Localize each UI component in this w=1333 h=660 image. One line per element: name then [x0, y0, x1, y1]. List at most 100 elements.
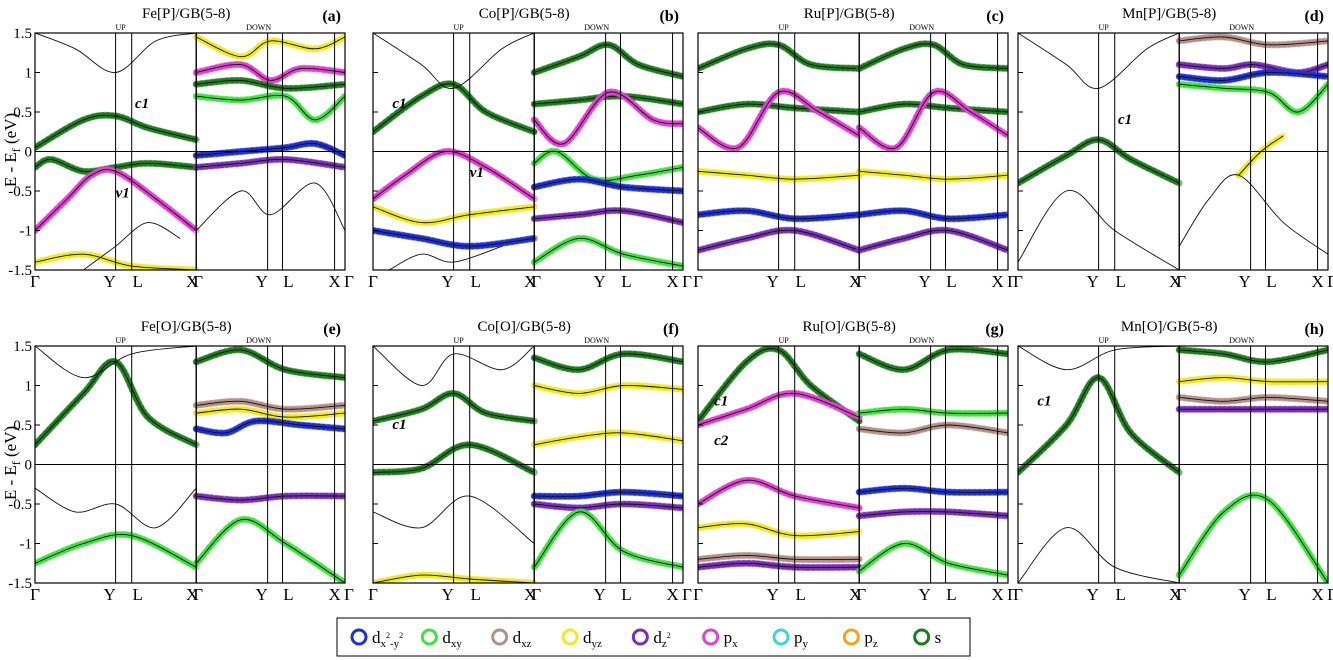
- kpoint-label: Y: [1086, 272, 1098, 291]
- band-down-line: [196, 420, 345, 434]
- bands: [373, 33, 683, 270]
- y-tick-label: 0: [25, 145, 33, 161]
- legend-item-dx2y2: dx2-y2: [350, 628, 403, 650]
- band-down-dyz-markers: [193, 34, 345, 60]
- kpoint-label: Y: [103, 272, 115, 291]
- spin-down-frame: [1178, 32, 1329, 271]
- band-up-line: [698, 392, 860, 426]
- band-down-dyz-markers: [1176, 374, 1328, 385]
- kpoint-label: Γ: [193, 272, 203, 291]
- band-down-line: [859, 229, 1008, 251]
- band-down-dyz-markers: [531, 382, 683, 397]
- band-down-line: [859, 348, 1008, 371]
- legend-item-dz2: dz2: [631, 628, 671, 650]
- band-down-dyz-markers: [531, 429, 683, 448]
- kpoint-label: L: [621, 585, 631, 604]
- panel-title: Mn[O]/GB(5-8): [1121, 319, 1218, 335]
- legend-item-s: s: [913, 628, 942, 647]
- spin-down-label: DOWN: [584, 336, 609, 345]
- legend-label: dyz: [583, 628, 602, 650]
- legend-item-px: px: [702, 628, 738, 650]
- band-down-line: [195, 518, 345, 583]
- y-tick-label: 0.5: [13, 105, 32, 121]
- panel-title: Co[P]/GB(5-8): [479, 6, 570, 22]
- spin-down-label: DOWN: [909, 336, 934, 345]
- band-down-line: [196, 94, 345, 121]
- band-down-line: [1179, 377, 1328, 383]
- panel-title: Ru[O]/GB(5-8): [803, 319, 896, 335]
- spin-up-label: UP: [115, 336, 126, 345]
- band-down-line: [1179, 36, 1328, 46]
- band-down-dxy-markers: [531, 148, 683, 184]
- band-up-line: [1018, 190, 1180, 270]
- kpoint-label: Y: [441, 585, 453, 604]
- panel-tag: (h): [1304, 321, 1324, 338]
- band-down-line: [1179, 64, 1328, 73]
- legend-label: dxy: [442, 628, 462, 650]
- y-tick-label: 1.5: [13, 26, 32, 42]
- band-up-line: [373, 230, 535, 247]
- legend-label: dx2-y2: [372, 628, 403, 650]
- y-tick-label: 1.5: [13, 339, 32, 355]
- y-tick-label: -1: [20, 224, 33, 240]
- panel-tag: (b): [659, 8, 679, 25]
- band-down-line: [533, 511, 683, 568]
- band-up-line: [698, 170, 860, 180]
- band-down-line: [534, 491, 683, 497]
- panel-tag: (g): [985, 321, 1004, 338]
- legend-label: s: [935, 628, 942, 647]
- spin-down-frame: [533, 345, 684, 584]
- kpoint-label: Γ: [1013, 272, 1023, 291]
- kpoint-label: L: [621, 272, 631, 291]
- kpoint-label: Y: [255, 272, 267, 291]
- kpoint-label: Γ: [682, 272, 692, 291]
- band-up-line: [373, 495, 535, 544]
- legend-label: py: [794, 628, 809, 650]
- orbital-legend: dx2-y2 dxy dxz dyz dz2 px py pz s: [336, 617, 971, 657]
- band-down-line: [196, 408, 345, 418]
- legend-marker: [913, 628, 931, 646]
- kpoint-label: Γ: [856, 585, 866, 604]
- band-down-line: [196, 64, 345, 81]
- kpoint-label: Γ: [1176, 272, 1186, 291]
- band-up-line: [35, 346, 197, 379]
- kpoint-label: Γ: [1327, 585, 1333, 604]
- band-down-line: [859, 408, 1008, 414]
- spin-up-label: UP: [115, 23, 126, 32]
- kpoint-label: Γ: [1013, 585, 1023, 604]
- band-down-line: [859, 43, 1008, 69]
- kpoint-label: Γ: [531, 272, 541, 291]
- band-down-line: [534, 432, 683, 446]
- kpoint-label: Y: [766, 272, 778, 291]
- panel-a: Fe[P]/GB(5-8) (a) UP DOWN 1.5 1 0.5 0 -0.5 -1 -1.5…: [8, 6, 354, 291]
- kpoint-label: Γ: [693, 272, 703, 291]
- legend-label: dz2: [653, 628, 670, 650]
- kpoint-label: Γ: [344, 585, 354, 604]
- band-down-line: [1179, 83, 1328, 113]
- legend-item-pz: pz: [842, 628, 878, 650]
- kpoint-label: L: [133, 585, 143, 604]
- band-down-line: [196, 400, 345, 410]
- band-up-line: [35, 253, 197, 270]
- legend-marker: [631, 628, 649, 646]
- kpoint-label: L: [471, 272, 481, 291]
- kpoint-label: X: [328, 272, 340, 291]
- kpoint-label: X: [186, 272, 198, 291]
- kpoint-label: Y: [103, 585, 115, 604]
- band-down-line: [859, 210, 1008, 220]
- legend-label: pz: [864, 628, 878, 650]
- kpoint-label: Γ: [193, 585, 203, 604]
- ylabel-top: E - Ef (eV): [1, 113, 23, 187]
- panel-title: Ru[P]/GB(5-8): [804, 6, 895, 22]
- legend-marker: [350, 628, 368, 646]
- legend-item-dxz: dxz: [491, 628, 532, 650]
- band-down-dxy-markers: [1176, 492, 1328, 583]
- y-tick-label: -1: [20, 537, 33, 553]
- kpoint-label: X: [991, 272, 1003, 291]
- band-down-line: [533, 237, 683, 267]
- legend-item-py: py: [772, 628, 809, 650]
